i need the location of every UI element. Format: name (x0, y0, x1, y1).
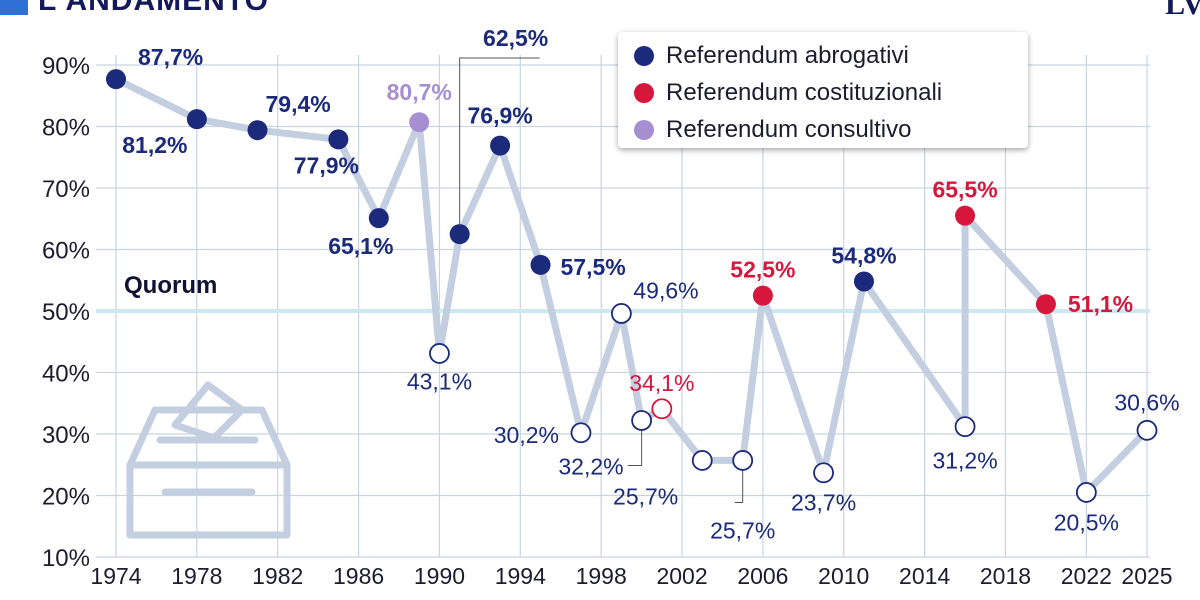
data-point (106, 69, 126, 90)
data-point (955, 205, 976, 226)
data-label: 32,2% (558, 453, 623, 479)
x-tick-label: 1990 (414, 563, 465, 589)
data-label: 23,7% (791, 490, 856, 516)
legend-item-abrogativi: Referendum abrogativi (634, 42, 909, 70)
data-label: 76,9% (467, 103, 532, 129)
data-labels: 87,7% 81,2% 79,4% 77,9% 65,1% 80,7% 43,1% 62,5%… (122, 25, 1179, 543)
legend-label: Referendum costituzionali (666, 79, 943, 106)
x-tick-label: 2006 (737, 563, 788, 589)
y-tick-label: 50% (42, 299, 90, 326)
data-point (490, 135, 511, 156)
label-leaders (459, 57, 744, 503)
x-tick-label: 2022 (1061, 563, 1112, 589)
data-point (651, 398, 673, 420)
data-label: 43,1% (407, 368, 472, 394)
x-tick-label: 1978 (171, 563, 222, 589)
x-tick-label: 1994 (495, 563, 546, 589)
legend-item-consultivo: Referendum consultivo (634, 116, 911, 144)
x-tick-label: 2002 (656, 563, 707, 589)
y-tick-label: 60% (42, 238, 90, 265)
ballot-box-icon (126, 381, 291, 539)
data-point (1136, 419, 1158, 441)
ballot-box-body (126, 461, 291, 539)
data-point (429, 343, 450, 364)
data-point (409, 112, 430, 133)
data-label: 80,7% (387, 79, 452, 105)
data-point (368, 208, 389, 229)
data-point (954, 416, 976, 438)
legend-label: Referendum consultivo (666, 116, 912, 143)
data-point (449, 224, 470, 245)
x-tick-label: 2010 (818, 563, 869, 589)
x-tick-label: 1982 (252, 563, 303, 589)
x-tick-label: 1974 (90, 563, 141, 589)
y-tick-label: 30% (42, 422, 90, 449)
publisher-logo: LV (1165, 0, 1200, 21)
data-label: 77,9% (294, 152, 359, 178)
data-point (813, 462, 834, 484)
data-label: 31,2% (932, 448, 997, 474)
data-point (732, 450, 754, 471)
data-point (853, 271, 874, 292)
y-axis: 10% 20% 30% 40% 50% 60% 70% 80% 90% (42, 53, 90, 572)
quorum-label: Quorum (124, 272, 218, 299)
data-point (631, 410, 653, 431)
data-point (1035, 294, 1056, 315)
data-label: 30,2% (494, 422, 559, 448)
data-point (328, 129, 349, 150)
legend: Referendum abrogativi Referendum costitu… (618, 32, 1028, 148)
y-tick-label: 80% (42, 115, 90, 142)
data-label: 57,5% (561, 254, 626, 280)
turnout-line (112, 75, 1151, 496)
y-tick-label: 40% (42, 361, 90, 388)
data-label: 25,7% (613, 483, 678, 509)
x-tick-label: 1998 (576, 563, 627, 589)
data-point (752, 285, 773, 306)
data-point (570, 422, 592, 444)
x-tick-label: 2014 (899, 563, 950, 589)
data-label: 54,8% (831, 242, 896, 268)
data-point (186, 109, 207, 130)
legend-item-costituzionali: Referendum costituzionali (634, 79, 942, 107)
legend-dot-abrogativi (634, 46, 654, 66)
data-label: 87,7% (138, 44, 203, 70)
data-label: 65,1% (328, 233, 393, 259)
leader-line (459, 57, 540, 225)
x-tick-label: 2018 (980, 563, 1031, 589)
legend-dot-consultivo (634, 120, 654, 140)
legend-label: Referendum abrogativi (666, 42, 909, 69)
data-label: 25,7% (710, 517, 775, 543)
y-tick-label: 10% (42, 545, 90, 572)
data-label: 30,6% (1114, 389, 1179, 415)
y-tick-label: 20% (42, 484, 90, 511)
data-point (530, 254, 551, 275)
leader-line (627, 430, 643, 466)
legend-dot-costituzionali (634, 83, 654, 103)
data-label: 79,4% (266, 91, 331, 117)
data-label: 81,2% (122, 132, 187, 158)
data-label: 49,6% (633, 277, 698, 303)
leader-line (734, 470, 744, 503)
data-label: 20,5% (1054, 509, 1119, 535)
title-text: L'ANDAMENTO (38, 0, 269, 17)
y-tick-label: 90% (42, 53, 90, 80)
x-tick-label: 1986 (333, 563, 384, 589)
data-label: 34,1% (629, 370, 694, 396)
data-point (1075, 482, 1097, 503)
x-tick-label: 2025 (1121, 563, 1172, 589)
chart-title: L'ANDAMENTO (0, 0, 269, 17)
data-point (691, 450, 713, 471)
data-label: 52,5% (730, 257, 795, 283)
data-label: 65,5% (932, 177, 997, 203)
x-axis: 1974 1978 1982 1986 1990 1994 1998 2002 2006 2010… (90, 563, 1172, 589)
data-point (247, 120, 268, 141)
title-marker (0, 0, 28, 15)
data-label: 62,5% (483, 25, 548, 51)
ballot-paper (171, 381, 246, 442)
y-tick-label: 70% (42, 176, 90, 203)
data-points (106, 69, 1158, 503)
data-label: 51,1% (1068, 291, 1133, 317)
data-point (610, 303, 632, 324)
